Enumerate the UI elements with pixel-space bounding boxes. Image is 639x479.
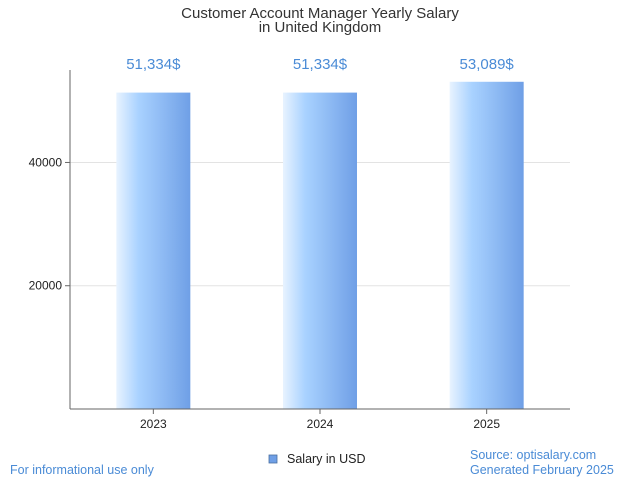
y-tick-label: 40000 [29, 155, 63, 169]
legend: Salary in USD [268, 452, 366, 466]
y-tick-label: 20000 [29, 279, 63, 293]
legend-label: Salary in USD [287, 452, 366, 466]
chart-title-line-1: Customer Account Manager Yearly Salary [181, 5, 459, 22]
x-tick-label-2024: 2024 [307, 417, 334, 431]
y-axis-ticks: 20000 40000 [29, 155, 70, 293]
bar-2023[interactable] [116, 92, 191, 410]
data-label-2024: 51,334$ [293, 56, 348, 73]
legend-swatch [268, 454, 278, 464]
footer-disclaimer: For informational use only [10, 463, 155, 477]
footer-source: Source: optisalary.com [470, 448, 596, 462]
bar-2024[interactable] [283, 92, 357, 410]
x-tick-label-2025: 2025 [473, 417, 500, 431]
footer-generated: Generated February 2025 [470, 463, 614, 477]
bar-2025[interactable] [449, 81, 524, 409]
bars [116, 81, 524, 410]
chart-title-line-2: in United Kingdom [259, 19, 382, 36]
data-labels: 51,334$ 51,334$ 53,089$ [126, 56, 514, 73]
x-tick-label-2023: 2023 [140, 417, 167, 431]
data-label-2025: 53,089$ [460, 56, 515, 73]
x-axis-ticks: 2023 2024 2025 [140, 409, 500, 431]
data-label-2023: 51,334$ [126, 56, 181, 73]
